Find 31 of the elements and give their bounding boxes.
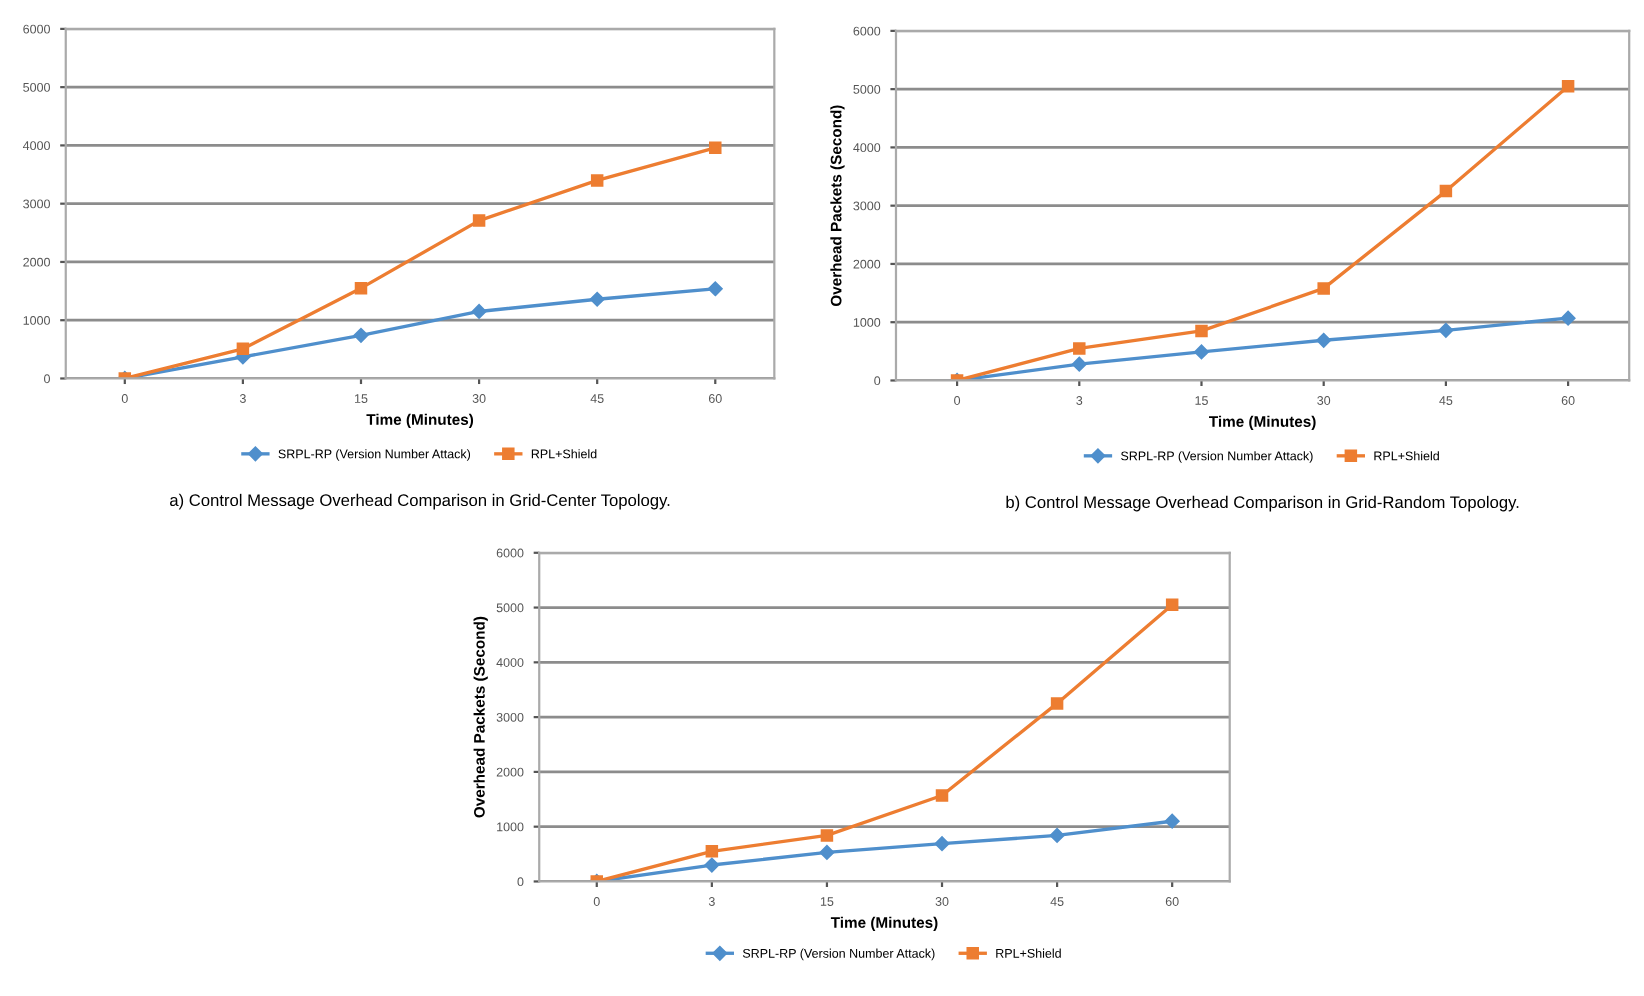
point xyxy=(709,141,722,154)
point xyxy=(1194,344,1209,360)
point xyxy=(471,304,487,319)
point xyxy=(1073,342,1086,355)
point xyxy=(820,829,834,842)
point xyxy=(1165,598,1179,612)
point xyxy=(819,845,835,860)
point xyxy=(354,281,368,295)
point xyxy=(1561,79,1575,93)
point xyxy=(708,281,723,297)
text: b) Control Message Overhead Comparison in Grid-Random Topology. xyxy=(1006,495,1519,512)
point xyxy=(236,342,250,356)
point xyxy=(353,328,369,343)
point xyxy=(1072,356,1087,372)
point xyxy=(1050,697,1064,710)
point xyxy=(1317,282,1330,295)
point xyxy=(704,857,720,873)
point xyxy=(1560,310,1576,326)
point xyxy=(1195,324,1208,338)
point xyxy=(935,789,949,802)
point xyxy=(1164,813,1180,829)
point xyxy=(705,845,719,858)
point xyxy=(1439,184,1453,198)
point xyxy=(934,836,950,851)
point xyxy=(590,174,604,187)
point xyxy=(1316,332,1331,348)
point xyxy=(472,214,486,227)
point xyxy=(589,291,605,307)
point xyxy=(1438,323,1454,338)
point xyxy=(1049,828,1065,843)
text: a) Control Message Overhead Comparison in Grid-Center Topology. xyxy=(170,493,670,510)
